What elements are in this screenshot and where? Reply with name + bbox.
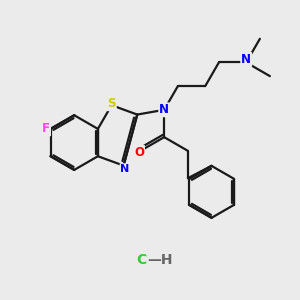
Text: F: F bbox=[42, 122, 50, 135]
Text: N: N bbox=[120, 164, 130, 174]
Text: N: N bbox=[159, 103, 169, 116]
Text: Cl: Cl bbox=[136, 253, 152, 267]
Text: —H: —H bbox=[148, 253, 173, 267]
Text: S: S bbox=[107, 97, 116, 110]
Text: N: N bbox=[241, 53, 251, 66]
Text: O: O bbox=[134, 146, 144, 159]
